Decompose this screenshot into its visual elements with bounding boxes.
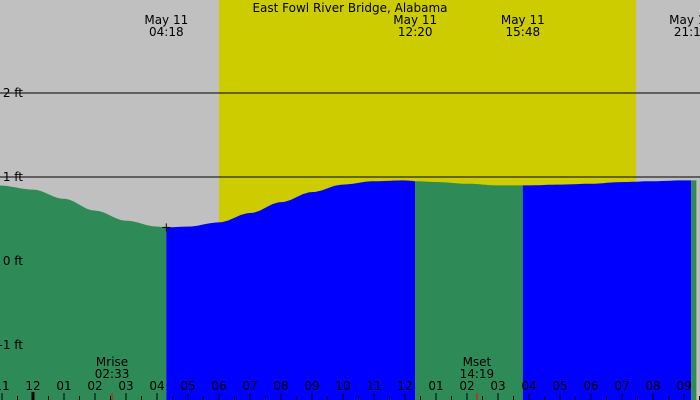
hour-tick-label: 06: [583, 379, 598, 393]
grid-lines: [0, 92, 700, 178]
tide-band-4: [691, 180, 697, 400]
hour-tick-label: 07: [614, 379, 629, 393]
tide-event-time-0: 04:18: [149, 25, 184, 39]
hour-tick-label: 12: [397, 379, 412, 393]
hour-tick-label: 07: [242, 379, 257, 393]
hour-tick-label: 09: [304, 379, 319, 393]
hour-axis: 11 12 01 02 03 04 05 06 07 08 09 10 11 12 01 02 03 04 05 06…: [0, 379, 700, 400]
tide-band-0: [0, 185, 167, 400]
hour-tick-label: 05: [180, 379, 195, 393]
y-tick-label: 0 ft: [3, 254, 23, 268]
tide-bands: [0, 180, 697, 400]
moon-event-time-0: 02:33: [95, 367, 130, 381]
y-tick-label: 1 ft: [3, 170, 23, 184]
tide-event-date-3: May 11: [669, 13, 700, 27]
low-tide-marker-layer: [162, 223, 171, 232]
tide-event-date-0: May 11: [144, 13, 188, 27]
hour-tick-label: 02: [87, 379, 102, 393]
hour-tick-label: 11: [366, 379, 381, 393]
hour-tick-label: 02: [459, 379, 474, 393]
tide-event-time-2: 15:48: [506, 25, 541, 39]
hour-tick-label: 10: [335, 379, 350, 393]
tide-band-2: [415, 181, 523, 400]
hour-tick-label: 11: [0, 379, 10, 393]
hour-tick-label: 04: [149, 379, 164, 393]
hour-tick-label: 01: [428, 379, 443, 393]
tide-event-time-1: 12:20: [398, 25, 433, 39]
y-axis-labels: 2 ft 1 ft 0 ft -1 ft: [0, 86, 23, 352]
tide-event-time-3: 21:14: [674, 25, 700, 39]
moon-event-time-1: 14:19: [460, 367, 495, 381]
hour-tick-label: 05: [552, 379, 567, 393]
moon-event-label-1: Mset: [463, 355, 492, 369]
tide-event-date-1: May 11: [393, 13, 437, 27]
hour-tick-label: 04: [521, 379, 536, 393]
hour-tick-label: 03: [118, 379, 133, 393]
tide-band-3: [522, 180, 692, 400]
hour-tick-label: 09: [676, 379, 691, 393]
hour-tick-label: 06: [211, 379, 226, 393]
tide-event-date-2: May 11: [501, 13, 545, 27]
moon-event-label-0: Mrise: [96, 355, 128, 369]
y-tick-label: -1 ft: [0, 338, 23, 352]
y-tick-label: 2 ft: [3, 86, 23, 100]
hour-tick-label: 08: [645, 379, 660, 393]
hour-tick-label: 08: [273, 379, 288, 393]
hour-tick-label: 01: [56, 379, 71, 393]
hour-tick-label: 03: [490, 379, 505, 393]
chart-title: East Fowl River Bridge, Alabama: [252, 1, 447, 15]
tide-band-1: [166, 180, 416, 400]
hour-tick-label: 12: [25, 379, 40, 393]
